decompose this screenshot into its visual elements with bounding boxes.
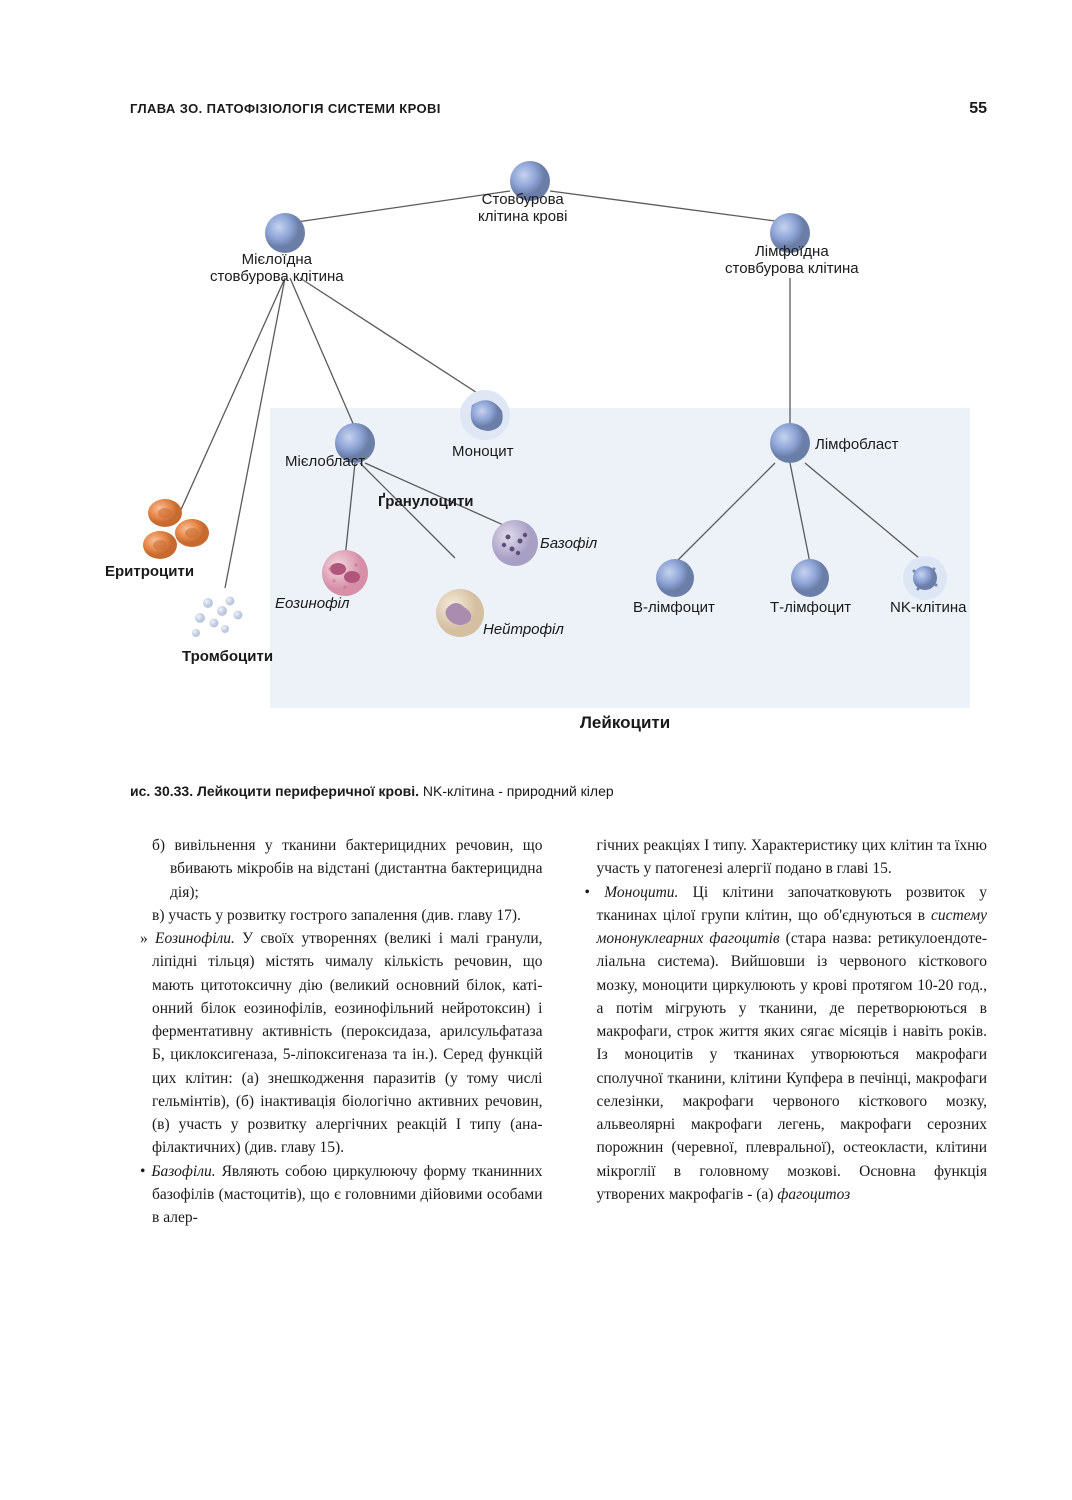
label-thrombocytes: Тромбоцити	[182, 648, 273, 665]
label-lymphoid-stem: Лімфоїднастовбурова клітина	[725, 243, 859, 278]
label-granulocytes: Ґранулоцити	[378, 493, 474, 510]
body-paragraph: • Моноцити. Ці клітини започатковують ро…	[575, 881, 988, 1207]
hematopoiesis-diagram: Стовбуроваклітина крові Мієлоїднастовбур…	[130, 143, 987, 763]
label-monocyte: Моноцит	[452, 443, 513, 460]
page-header: ГЛАВА ЗО. ПАТОФІЗІОЛОГІЯ СИСТЕМИ КРОВІ 5…	[130, 100, 987, 118]
caption-fig-title: Лейкоцити периферичної крові.	[197, 783, 423, 799]
label-leukocytes: Лейкоцити	[580, 713, 670, 733]
label-t-lymphocyte: Т-лімфоцит	[770, 599, 851, 616]
column-right: гічних реакціях I типу. Характеристику ц…	[575, 834, 988, 1229]
label-myeloid-stem: Мієлоїднастовбурова клітина	[210, 251, 344, 286]
body-paragraph: б) вивільнення у тканини бактерицидних р…	[130, 834, 543, 904]
column-left: б) вивільнення у тканини бактерицидних р…	[130, 834, 543, 1229]
label-b-lymphocyte: В-лімфоцит	[633, 599, 715, 616]
label-stem-cell: Стовбуроваклітина крові	[478, 191, 567, 226]
body-paragraph: • Базофіли. Являють собою циркулюючу фор…	[130, 1160, 543, 1230]
body-paragraph: в) участь у розвитку гострого запалення …	[130, 904, 543, 927]
label-myeloblast: Мієлобласт	[285, 453, 365, 470]
caption-fig-note: NK-клітина - природний кілер	[423, 783, 614, 799]
label-eosinophil: Еозинофіл	[275, 595, 349, 612]
figure-caption: ис. 30.33. Лейкоцити периферичної крові.…	[130, 783, 987, 799]
label-basophil: Базофіл	[540, 535, 597, 552]
body-columns: б) вивільнення у тканини бактерицидних р…	[130, 834, 987, 1229]
page-number: 55	[969, 100, 987, 118]
label-neutrophil: Нейтрофіл	[483, 621, 564, 638]
caption-fig-num: ис. 30.33.	[130, 783, 197, 799]
body-paragraph: » Еозинофіли. У своїх утвореннях (великі…	[130, 927, 543, 1160]
label-erythrocytes: Еритроцити	[105, 563, 194, 580]
body-paragraph: гічних реакціях I типу. Характеристику ц…	[575, 834, 988, 881]
label-lymphoblast: Лімфобласт	[815, 436, 899, 453]
chapter-title: ГЛАВА ЗО. ПАТОФІЗІОЛОГІЯ СИСТЕМИ КРОВІ	[130, 101, 441, 116]
label-nk-cell: NK-клітина	[890, 599, 967, 616]
